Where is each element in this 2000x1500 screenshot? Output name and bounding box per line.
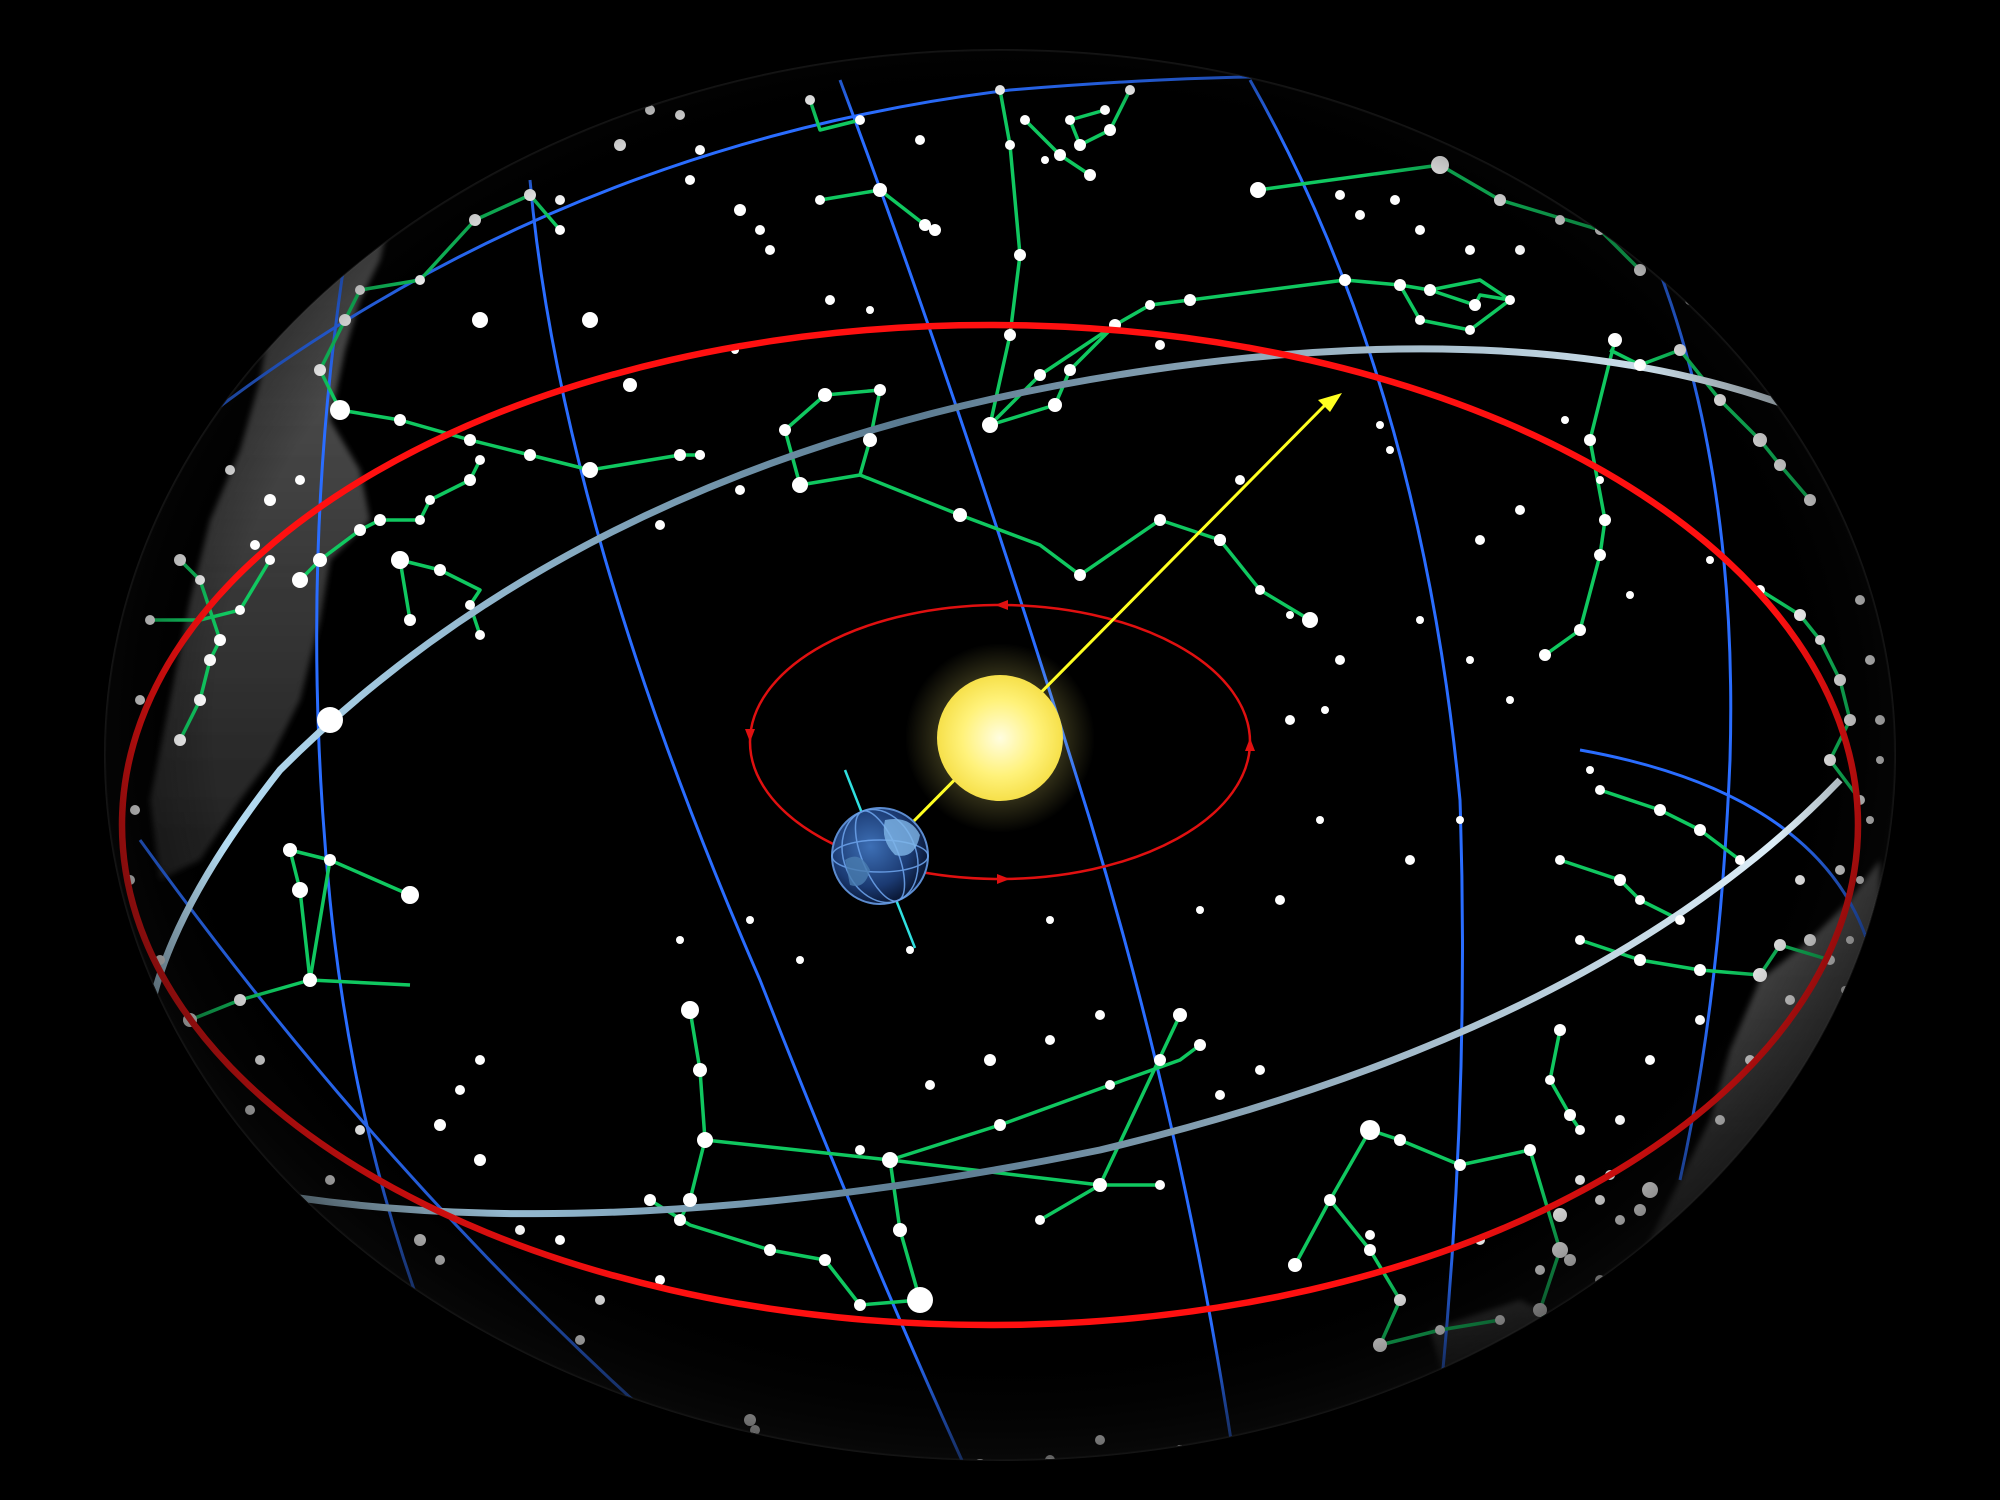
star xyxy=(515,1405,525,1415)
star xyxy=(1786,1146,1794,1154)
star xyxy=(1645,245,1655,255)
star xyxy=(396,1386,404,1394)
star xyxy=(1865,475,1875,485)
star xyxy=(1245,1435,1255,1445)
star xyxy=(185,395,195,405)
star xyxy=(361,1366,369,1374)
star xyxy=(375,185,385,195)
star xyxy=(635,85,645,95)
orbit-arrow xyxy=(997,874,1010,884)
star xyxy=(1696,1256,1704,1264)
star xyxy=(236,1236,244,1244)
star xyxy=(1595,1395,1605,1405)
star xyxy=(1826,1036,1834,1044)
star xyxy=(135,1015,145,1025)
star xyxy=(1549,1334,1561,1346)
star xyxy=(325,255,335,265)
star xyxy=(415,165,425,175)
star xyxy=(715,1435,725,1445)
sightline-arrowhead xyxy=(1318,393,1342,412)
constellation xyxy=(498,1379,601,1452)
star xyxy=(1775,365,1785,375)
orbit-arrow xyxy=(745,729,755,742)
star xyxy=(326,1336,334,1344)
star xyxy=(266,1266,274,1274)
star xyxy=(1806,1096,1814,1104)
star xyxy=(1295,1455,1305,1460)
star xyxy=(1375,1415,1385,1425)
star xyxy=(545,1415,555,1425)
sun xyxy=(905,643,1095,833)
star xyxy=(1445,1425,1455,1435)
star xyxy=(1735,325,1745,335)
star xyxy=(355,225,365,235)
orbit-arrow xyxy=(995,600,1008,610)
star xyxy=(1726,1226,1734,1234)
star xyxy=(275,255,285,265)
star xyxy=(1515,1405,1525,1415)
star xyxy=(145,465,155,475)
earth-continent xyxy=(883,819,920,856)
earth-continent xyxy=(845,856,870,886)
star xyxy=(595,1445,605,1455)
star xyxy=(1756,1186,1764,1194)
earth xyxy=(831,769,929,949)
star xyxy=(436,1406,444,1414)
orbit-arrow xyxy=(1245,738,1255,751)
star xyxy=(495,1375,505,1385)
star xyxy=(1815,405,1825,415)
star xyxy=(296,1306,304,1314)
earth-orbit xyxy=(745,600,1255,884)
star xyxy=(476,1426,484,1434)
star xyxy=(115,1055,125,1065)
star xyxy=(1875,525,1885,535)
star xyxy=(1715,275,1725,285)
star xyxy=(165,435,175,445)
